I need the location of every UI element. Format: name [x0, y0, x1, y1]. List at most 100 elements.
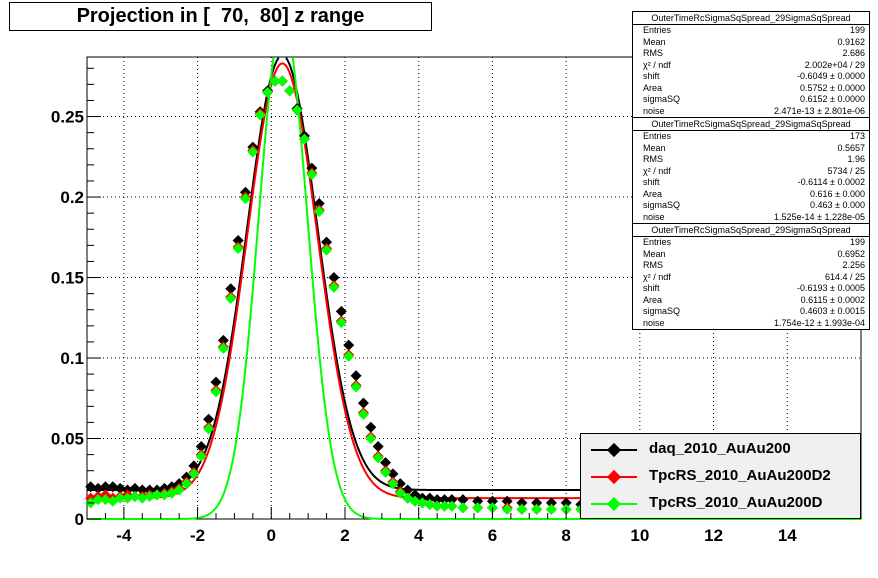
- stats-value: 0.463 ± 0.000: [810, 200, 865, 210]
- data-point: [195, 441, 207, 453]
- data-point: [380, 457, 392, 469]
- data-point: [531, 503, 543, 515]
- data-point: [321, 244, 333, 256]
- data-point: [151, 489, 163, 501]
- x-tick-label: 0: [267, 526, 276, 545]
- legend-marker: [606, 469, 622, 485]
- stats-label: RMS: [643, 260, 663, 270]
- data-point: [545, 503, 557, 515]
- data-point: [439, 500, 451, 512]
- stats-row: Mean 0.9162: [633, 37, 869, 49]
- stats-label: Area: [643, 294, 663, 305]
- data-point: [122, 492, 134, 504]
- data-point: [387, 478, 399, 490]
- y-tick-label: 0.15: [51, 269, 84, 288]
- legend-entry-tpcrs-d2: TpcRS_2010_AuAu200D2: [581, 464, 862, 490]
- stats-label: Entries: [643, 25, 672, 35]
- data-point: [409, 495, 421, 507]
- stats-label: Area: [643, 188, 663, 199]
- data-point: [262, 86, 274, 98]
- data-point: [424, 499, 436, 511]
- stats-label: noise: [643, 105, 665, 116]
- data-point: [335, 317, 347, 329]
- data-point: [144, 490, 156, 502]
- stats-row: Mean 0.5657: [633, 143, 869, 155]
- data-point: [501, 503, 513, 515]
- stats-row: noise 1.754e-12 ± 1.993e-04: [633, 318, 869, 330]
- data-point: [545, 497, 557, 509]
- stats-row: noise 2.471e-13 ± 2.801e-06: [633, 106, 869, 118]
- data-point: [472, 495, 484, 507]
- data-point: [217, 342, 229, 354]
- stats-value: -0.6049 ± 0.0000: [797, 71, 865, 81]
- data-point: [254, 109, 266, 121]
- data-point: [424, 492, 436, 504]
- data-point: [457, 502, 469, 514]
- stats-label: sigmaSQ: [643, 200, 681, 210]
- stats-label: Mean: [643, 36, 666, 47]
- data-point: [439, 494, 451, 506]
- data-point: [129, 482, 141, 494]
- stats-label: sigmaSQ: [643, 94, 681, 104]
- data-point: [107, 481, 119, 493]
- stats-value: 614.4 / 25: [824, 271, 865, 282]
- stats-label: shift: [643, 283, 660, 293]
- y-tick-label: 0.25: [51, 108, 84, 127]
- stats-value: 0.616 ± 0.000: [810, 188, 865, 199]
- data-point: [99, 494, 111, 506]
- data-point: [365, 433, 377, 445]
- chart-title: Projection in [ 70, 80] z range: [9, 2, 432, 31]
- stats-row: Entries 173: [633, 131, 869, 143]
- stats-row: RMS 2.686: [633, 48, 869, 60]
- data-point: [472, 502, 484, 514]
- stats-box-2: OuterTimeRcSigmaSqSpread_29SigmaSqSpread…: [632, 117, 870, 224]
- stats-row: χ² / ndf 2.002e+04 / 29: [633, 60, 869, 72]
- stats-row: shift -0.6193 ± 0.0005: [633, 283, 869, 295]
- data-point: [225, 292, 237, 304]
- stats-row: χ² / ndf 5734 / 25: [633, 166, 869, 178]
- stats-row: sigmaSQ 0.4603 ± 0.0015: [633, 306, 869, 318]
- stats-row: shift -0.6049 ± 0.0000: [633, 71, 869, 83]
- data-point: [284, 85, 296, 97]
- legend: daq_2010_AuAu200 TpcRS_2010_AuAu200D2 Tp…: [580, 433, 861, 519]
- stats-label: χ² / ndf: [643, 59, 671, 70]
- data-point: [173, 484, 185, 496]
- stats-row: RMS 1.96: [633, 154, 869, 166]
- stats-row: sigmaSQ 0.463 ± 0.000: [633, 200, 869, 212]
- data-point: [298, 133, 310, 145]
- stats-label: shift: [643, 177, 660, 187]
- stats-label: Mean: [643, 142, 666, 153]
- stats-row: shift -0.6114 ± 0.0002: [633, 177, 869, 189]
- stats-value: 0.4603 ± 0.0015: [800, 306, 865, 316]
- data-point: [372, 441, 384, 453]
- stats-row: Entries 199: [633, 237, 869, 249]
- data-point: [328, 281, 340, 293]
- x-tick-label: 4: [414, 526, 424, 545]
- data-point: [516, 503, 528, 515]
- stats-label: Mean: [643, 248, 666, 259]
- stats-label: noise: [643, 317, 665, 328]
- data-point: [203, 423, 215, 435]
- stats-value: 0.6952: [837, 248, 865, 259]
- stats-value: 199: [849, 237, 865, 247]
- stats-row: Area 0.616 ± 0.000: [633, 189, 869, 201]
- stats-label: Area: [643, 82, 663, 93]
- y-tick-label: 0.05: [51, 430, 84, 449]
- data-point: [276, 75, 288, 87]
- y-tick-label: 0: [75, 510, 84, 529]
- x-tick-label: 6: [488, 526, 497, 545]
- data-point: [217, 334, 229, 346]
- data-point: [531, 497, 543, 509]
- x-tick-label: 2: [340, 526, 349, 545]
- stats-value: 1.96: [847, 154, 865, 164]
- y-tick-label: 0.1: [60, 349, 84, 368]
- legend-entry-daq: daq_2010_AuAu200: [581, 437, 862, 463]
- data-point: [306, 169, 318, 181]
- data-point: [92, 494, 104, 506]
- data-point: [313, 197, 325, 209]
- data-point: [188, 460, 200, 472]
- data-point: [357, 408, 369, 420]
- stats-row: noise 1.525e-14 ± 1.228e-05: [633, 212, 869, 224]
- stats-value: 0.6115 ± 0.0002: [800, 294, 865, 305]
- stats-value: 1.754e-12 ± 1.993e-04: [773, 317, 865, 328]
